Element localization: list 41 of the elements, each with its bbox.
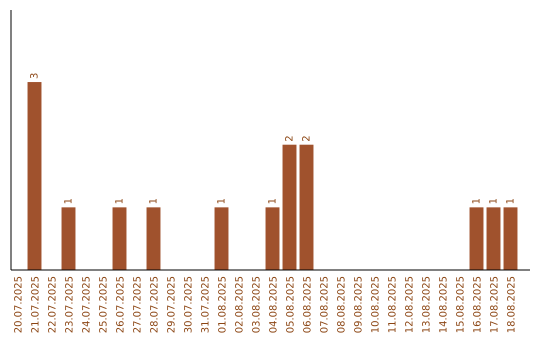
x-tick-label: 09.08.2025 [354, 276, 364, 334]
x-tick-label: 05.08.2025 [286, 276, 296, 334]
x-tick-label: 07.08.2025 [320, 276, 330, 334]
x-tick-label: 23.07.2025 [64, 276, 76, 334]
x-tick-label: 28.07.2025 [150, 276, 160, 334]
data-label: 1 [488, 198, 500, 204]
x-tick-label: 18.08.2025 [506, 276, 518, 334]
x-tick-label: 26.07.2025 [116, 276, 126, 334]
x-tick-label: 10.08.2025 [370, 276, 382, 334]
data-label: 2 [302, 135, 312, 142]
x-tick-label: 06.08.2025 [302, 276, 314, 334]
data-label: 1 [114, 198, 126, 204]
x-tick-label: 03.08.2025 [252, 276, 262, 334]
data-label: 1 [506, 198, 516, 204]
x-tick-label: 13.08.2025 [422, 276, 432, 334]
x-tick-label: 31.07.2025 [200, 276, 212, 334]
data-label: 1 [64, 198, 74, 204]
x-tick-label: 15.08.2025 [456, 276, 466, 334]
data-label: 3 [30, 72, 40, 80]
data-label: 1 [472, 198, 482, 204]
x-tick-label: 16.08.2025 [472, 276, 484, 334]
x-tick-label: 12.08.2025 [404, 276, 416, 334]
x-tick-label: 21.07.2025 [30, 276, 42, 334]
x-tick-label: 30.07.2025 [184, 276, 194, 334]
x-tick-label: 22.07.2025 [48, 276, 58, 334]
x-tick-label: 04.08.2025 [268, 276, 280, 334]
x-tick-label: 17.08.2025 [490, 276, 500, 334]
x-tick-label: 14.08.2025 [438, 276, 450, 334]
x-tick-label: 29.07.2025 [166, 276, 178, 334]
x-tick-label: 02.08.2025 [234, 276, 246, 334]
data-label: 1 [216, 198, 228, 204]
data-label: 2 [284, 135, 296, 142]
x-tick-label: 24.07.2025 [82, 276, 92, 334]
data-label: 1 [268, 198, 278, 204]
x-tick-label: 11.08.2025 [388, 276, 398, 334]
x-tick-label: 25.07.2025 [98, 276, 110, 334]
x-tick-label: 01.08.2025 [218, 276, 228, 334]
x-tick-label: 27.07.2025 [132, 276, 144, 334]
data-label: 1 [148, 198, 160, 204]
x-tick-label: 08.08.2025 [336, 276, 348, 334]
x-tick-label: 20.07.2025 [14, 276, 24, 334]
